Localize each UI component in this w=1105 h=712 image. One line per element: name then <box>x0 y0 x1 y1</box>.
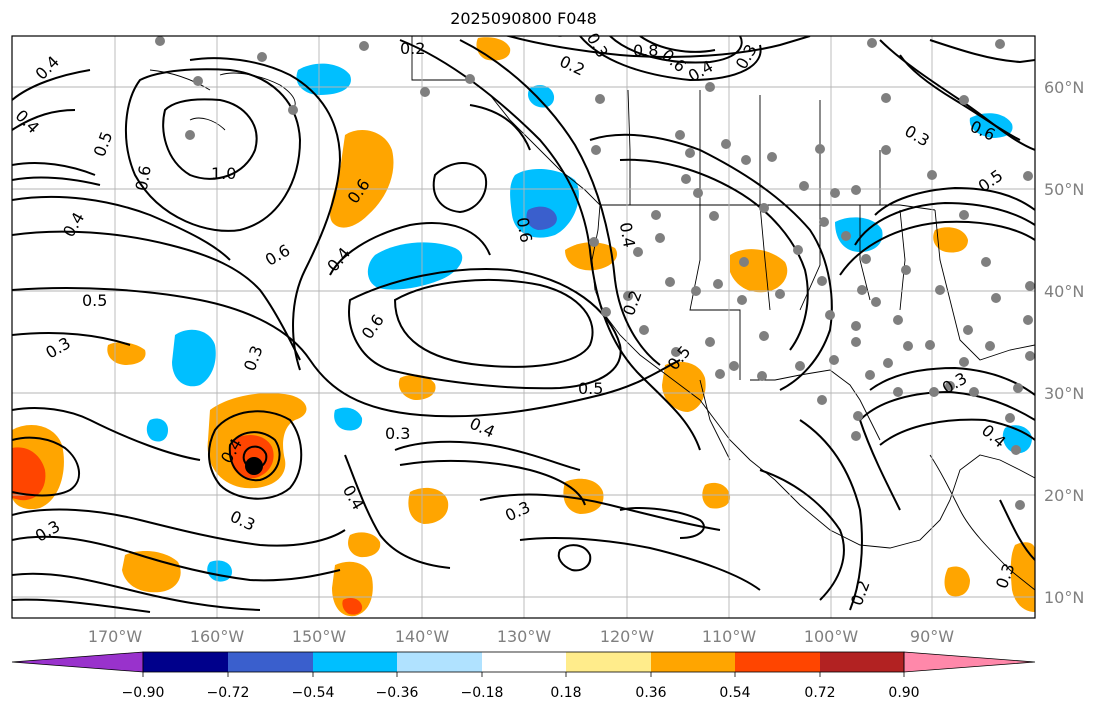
lat-label: 20°N <box>1044 486 1084 505</box>
contour-label: 0.3 <box>42 333 74 362</box>
map-area <box>12 36 1035 618</box>
contour-label: 0.2 <box>847 578 874 608</box>
contour-label: 0.3 <box>32 516 64 545</box>
contour-label: 0.3 <box>732 41 761 73</box>
contour-label: 0.5 <box>82 291 107 310</box>
contour-label: 0.3 <box>227 507 258 535</box>
contour-label: 0.4 <box>12 106 43 137</box>
colorbar-extend-high <box>903 651 1036 673</box>
contour-label: 0.4 <box>323 244 354 276</box>
plot-title: 2025090800 F048 <box>450 9 597 28</box>
lon-label: 120°W <box>600 627 655 646</box>
contour-label: 0.6 <box>513 216 536 244</box>
lon-label: 170°W <box>88 627 143 646</box>
lat-label: 10°N <box>1044 588 1084 607</box>
contour-layer <box>12 36 1035 613</box>
colorbar-extend-low <box>11 651 144 673</box>
colorbar-tick-label: 0.90 <box>888 685 919 701</box>
contour-label: 0.3 <box>583 29 612 61</box>
contour-label: 0.3 <box>240 343 267 373</box>
contour-label: 0.4 <box>32 52 63 83</box>
colorbar-tick-label: 0.18 <box>550 685 581 701</box>
colorbar-swatch <box>228 652 313 672</box>
cyclone-center-marker <box>245 457 263 475</box>
contour-label: 0.4 <box>467 414 498 442</box>
contour-label: 0.2 <box>557 52 588 80</box>
colorbar-swatch <box>735 652 820 672</box>
lon-label: 100°W <box>804 627 859 646</box>
contour-label: 0.4 <box>59 209 88 241</box>
colorbar-tick-label: −0.90 <box>122 685 165 701</box>
colorbar-swatch <box>313 652 397 672</box>
contour-label: 0.8 <box>633 41 658 60</box>
lon-label: 90°W <box>910 627 954 646</box>
contour-label: 0.3 <box>385 424 410 443</box>
map-frame <box>11 35 1036 619</box>
contour-label: 0.6 <box>132 164 155 192</box>
lat-axis: 60°N 50°N 40°N 30°N 20°N 10°N <box>1044 78 1084 607</box>
contour-label: 0.6 <box>358 311 388 343</box>
colorbar-tick-label: −0.54 <box>292 685 335 701</box>
contour-label: 0.2 <box>400 39 425 58</box>
lon-label: 150°W <box>292 627 347 646</box>
contour-label: 0.6 <box>262 240 294 269</box>
colorbar-swatch <box>143 652 228 672</box>
lat-label: 30°N <box>1044 384 1084 403</box>
contour-label: 0.4 <box>616 221 639 249</box>
contour-label: 0.4 <box>339 482 368 514</box>
colorbar-tick-label: −0.72 <box>207 685 250 701</box>
lat-label: 40°N <box>1044 282 1084 301</box>
colorbar-tick-label: 0.72 <box>804 685 835 701</box>
contour-label: 0.2 <box>619 288 646 318</box>
contour-label: 1.0 <box>211 164 236 183</box>
colorbar-tick-label: −0.18 <box>461 685 504 701</box>
lat-label: 50°N <box>1044 180 1084 199</box>
colorbar-tick-label: 0.54 <box>719 685 750 701</box>
contour-label: 0.3 <box>901 121 933 150</box>
station-layer <box>155 36 1035 510</box>
lon-label: 130°W <box>497 627 552 646</box>
contour-label: 0.3 <box>502 497 533 525</box>
graticule <box>12 36 1035 618</box>
colorbar-swatch <box>820 652 904 672</box>
colorbar-tick-label: −0.36 <box>376 685 419 701</box>
contour-label: 0.5 <box>90 129 117 159</box>
colorbar: −0.90 −0.72 −0.54 −0.36 −0.18 0.18 0.36 … <box>11 651 1036 701</box>
colorbar-swatch <box>651 652 735 672</box>
lon-label: 160°W <box>190 627 245 646</box>
contour-label: 0.5 <box>975 166 1007 196</box>
colorbar-swatch <box>482 652 566 672</box>
contour-label: 0.5 <box>578 379 603 398</box>
colorbar-tick-label: 0.36 <box>635 685 666 701</box>
lon-label: 140°W <box>395 627 450 646</box>
lon-label: 110°W <box>702 627 757 646</box>
colorbar-swatch <box>566 652 651 672</box>
lat-label: 60°N <box>1044 78 1084 97</box>
lon-axis: 170°W 160°W 150°W 140°W 130°W 120°W 110°… <box>88 627 954 646</box>
colorbar-swatch <box>397 652 482 672</box>
